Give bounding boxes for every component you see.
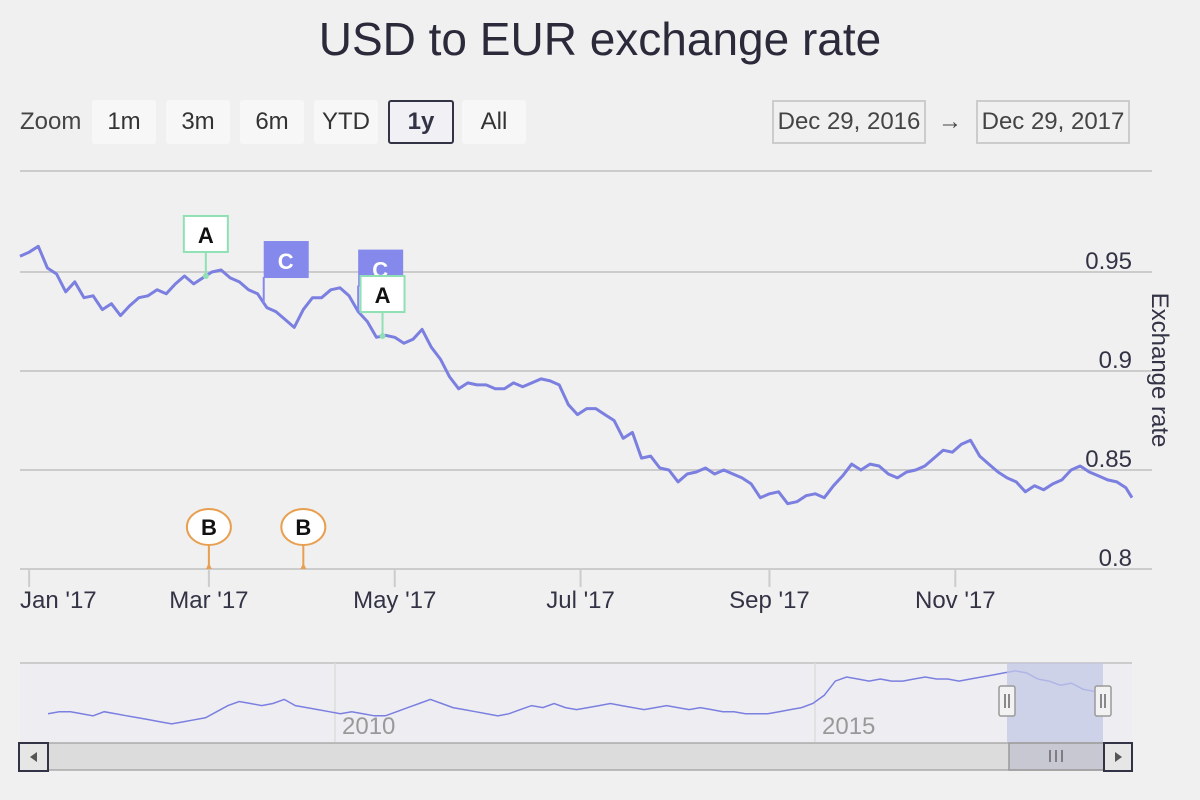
- zoom-6m-button[interactable]: 6m: [240, 100, 304, 144]
- x-tick-label: Sep '17: [729, 587, 810, 614]
- svg-text:C: C: [278, 249, 294, 274]
- navigator[interactable]: 2010 2015: [18, 662, 1133, 772]
- svg-text:A: A: [198, 223, 214, 248]
- navigator-selection[interactable]: [1007, 663, 1103, 742]
- series-line[interactable]: [19, 244, 1134, 506]
- y-axis-title: Exchange rate: [1146, 293, 1173, 448]
- flag-a[interactable]: A: [359, 275, 406, 340]
- series-group[interactable]: [19, 244, 1134, 506]
- navigator-tick-label: 2010: [342, 713, 395, 740]
- scroll-left-button[interactable]: [18, 742, 49, 772]
- range-arrow-icon: →: [938, 108, 962, 135]
- y-tick-label: 0.9: [1099, 347, 1132, 374]
- flag-a[interactable]: A: [182, 214, 229, 279]
- chart-title: USD to EUR exchange rate: [318, 13, 882, 65]
- flags-group[interactable]: AC CAB B: [182, 214, 406, 569]
- x-tick-label: May '17: [353, 587, 436, 614]
- range-from-input[interactable]: [772, 100, 926, 144]
- arrow-left-icon: [30, 752, 37, 762]
- y-tick-label: 0.8: [1099, 545, 1132, 572]
- x-tick-label: Nov '17: [915, 587, 996, 614]
- scrollbar[interactable]: [18, 742, 1133, 772]
- scrollbar-track[interactable]: [19, 742, 1133, 771]
- y-tick-label: 0.85: [1085, 446, 1132, 473]
- zoom-3m-button[interactable]: 3m: [166, 100, 230, 144]
- y-gridlines: [20, 170, 1152, 570]
- x-axis: Jan '17 Mar '17 May '17 Jul '17 Sep '17 Nov '…: [20, 569, 996, 614]
- y-tick-label: 0.95: [1085, 248, 1132, 275]
- navigator-background: [20, 663, 1132, 742]
- svg-text:B: B: [201, 515, 217, 540]
- navigator-handle[interactable]: [1094, 685, 1112, 717]
- range-to-input[interactable]: [976, 100, 1130, 144]
- x-tick-label: Jul '17: [546, 587, 615, 614]
- navigator-tick-label: 2015: [822, 713, 875, 740]
- navigator-series: [47, 670, 1095, 725]
- svg-text:B: B: [295, 515, 311, 540]
- arrow-right-icon: [1115, 752, 1122, 762]
- svg-text:A: A: [375, 283, 391, 308]
- zoom-ytd-button[interactable]: YTD: [314, 100, 378, 144]
- zoom-1m-button[interactable]: 1m: [92, 100, 156, 144]
- y-axis-labels: 0.8 0.85 0.9 0.95: [1085, 248, 1132, 572]
- scroll-right-button[interactable]: [1103, 742, 1133, 772]
- navigator-handle[interactable]: [998, 685, 1016, 717]
- flag-b[interactable]: B: [185, 508, 232, 569]
- zoom-1y-button[interactable]: 1y: [388, 100, 454, 144]
- flag-c[interactable]: C: [262, 241, 309, 304]
- flag-b[interactable]: B: [280, 508, 327, 569]
- x-tick-label: Jan '17: [20, 587, 97, 614]
- x-tick-label: Mar '17: [169, 587, 248, 614]
- zoom-label: Zoom: [20, 108, 82, 135]
- zoom-all-button[interactable]: All: [462, 100, 526, 144]
